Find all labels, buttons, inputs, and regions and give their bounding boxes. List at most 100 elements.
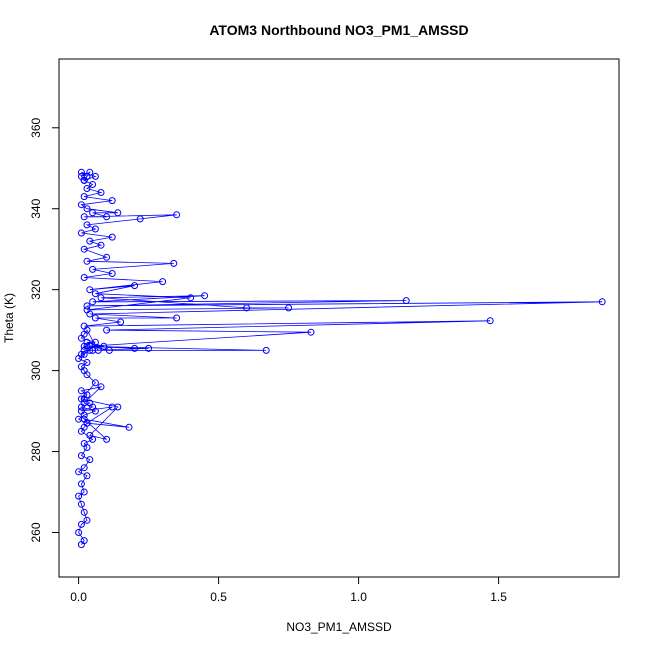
data-point — [80, 274, 88, 281]
data-point — [83, 185, 91, 192]
data-point — [486, 317, 494, 325]
data-point — [80, 488, 88, 496]
data-point — [86, 456, 94, 464]
y-tick-label: 360 — [29, 117, 43, 137]
data-point — [159, 278, 167, 286]
data-point — [89, 181, 97, 188]
data-point — [80, 440, 88, 447]
data-point — [89, 298, 97, 306]
y-tick-label: 280 — [29, 441, 43, 461]
data-point — [83, 302, 91, 310]
data-point — [83, 205, 91, 213]
x-tick-label: 1.5 — [490, 590, 507, 604]
data-point — [75, 529, 83, 536]
data-point — [77, 407, 85, 415]
series-layer — [75, 168, 606, 549]
data-point — [125, 423, 133, 431]
data-point — [77, 520, 85, 528]
data-point — [86, 286, 94, 294]
data-point — [77, 452, 85, 460]
data-point — [75, 468, 83, 476]
data-point — [83, 221, 91, 229]
data-point — [100, 342, 108, 350]
data-point — [598, 298, 606, 306]
data-point — [75, 492, 83, 500]
data-point — [89, 346, 97, 354]
x-axis: 0.0 0.5 1.0 1.5 — [70, 576, 507, 604]
data-point — [89, 209, 97, 217]
y-axis-label: Theta (K) — [2, 293, 16, 343]
data-point — [103, 213, 111, 221]
data-point — [105, 346, 113, 354]
data-point — [402, 297, 410, 305]
data-point — [91, 172, 99, 180]
series-line — [77, 171, 603, 545]
data-point — [77, 363, 85, 371]
data-point — [170, 259, 178, 267]
y-tick-label: 320 — [29, 279, 43, 299]
data-point — [77, 387, 85, 395]
data-point — [131, 282, 139, 290]
data-point — [80, 464, 88, 472]
data-point — [77, 480, 85, 488]
data-point — [83, 359, 91, 366]
x-tick-label: 0.0 — [70, 590, 87, 604]
data-point — [86, 431, 94, 439]
data-point — [91, 290, 99, 298]
data-point — [91, 225, 99, 233]
data-point — [77, 229, 85, 237]
y-axis: 260 280 300 320 340 360 — [29, 117, 60, 543]
data-point — [91, 379, 99, 387]
data-point — [83, 257, 91, 265]
data-point — [131, 344, 139, 352]
data-point — [77, 201, 85, 209]
data-point — [91, 314, 99, 322]
x-tick-label: 1.0 — [350, 590, 367, 604]
data-point — [83, 306, 91, 314]
data-point — [117, 318, 125, 326]
data-point — [136, 215, 144, 223]
data-point — [103, 435, 111, 443]
data-point — [77, 395, 85, 403]
data-point — [97, 383, 105, 391]
data-point — [83, 472, 91, 480]
data-point — [77, 168, 85, 176]
y-tick-label: 340 — [29, 198, 43, 218]
data-point — [201, 292, 209, 300]
data-point — [80, 350, 88, 358]
y-tick-label: 260 — [29, 522, 43, 542]
data-point — [80, 322, 88, 330]
data-point — [83, 391, 91, 399]
data-point — [97, 189, 105, 196]
data-point — [80, 508, 88, 516]
data-point — [145, 344, 153, 352]
chart-title: ATOM3 Northbound NO3_PM1_AMSSD — [209, 22, 468, 38]
data-point — [80, 213, 88, 221]
data-point — [89, 265, 97, 273]
data-point — [108, 197, 116, 205]
data-point — [97, 241, 105, 249]
data-point — [80, 537, 88, 545]
data-point — [103, 253, 111, 261]
data-point — [173, 211, 181, 219]
data-point — [243, 304, 251, 312]
data-point — [86, 237, 94, 245]
data-point — [307, 328, 315, 336]
data-point — [91, 338, 99, 346]
y-tick-label: 300 — [29, 360, 43, 380]
data-point — [108, 270, 116, 277]
data-point — [285, 304, 293, 312]
data-point — [83, 516, 91, 524]
data-point — [187, 294, 195, 302]
data-point — [89, 403, 97, 411]
data-point — [80, 245, 88, 253]
x-axis-label: NO3_PM1_AMSSD — [286, 620, 392, 634]
data-point — [114, 403, 122, 411]
data-point — [103, 326, 111, 334]
data-point — [77, 500, 85, 508]
data-point — [83, 342, 91, 350]
data-point — [80, 176, 88, 184]
data-point — [97, 294, 105, 302]
data-point — [80, 193, 88, 201]
